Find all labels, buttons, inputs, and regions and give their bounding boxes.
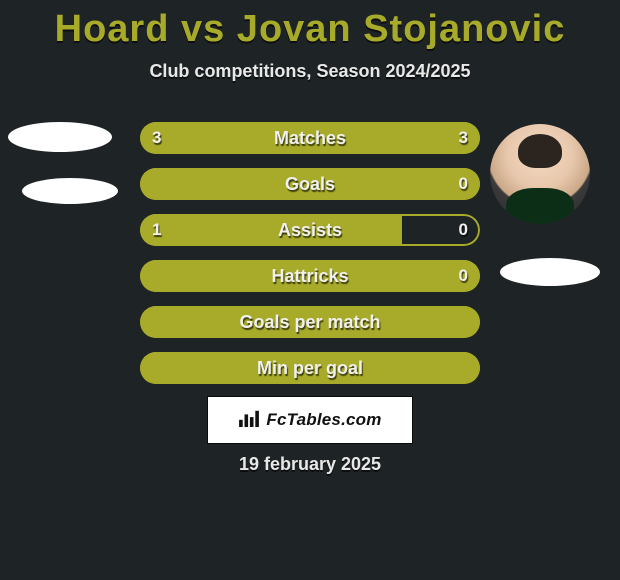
stat-value-right: 0 — [459, 214, 468, 246]
stat-bar-left — [140, 214, 402, 246]
right-player-avatar — [490, 124, 590, 224]
left-player-placeholder-1 — [8, 122, 112, 152]
stat-row: Assists10 — [140, 214, 480, 246]
stat-bar-left — [140, 306, 480, 338]
left-player-placeholder-2 — [22, 178, 118, 204]
stat-row: Matches33 — [140, 122, 480, 154]
stat-bar-left — [140, 260, 480, 292]
snapshot-date: 19 february 2025 — [0, 454, 620, 475]
page-subtitle: Club competitions, Season 2024/2025 — [0, 61, 620, 82]
stat-bar-left — [140, 352, 480, 384]
stat-row: Goals0 — [140, 168, 480, 200]
stat-bar-right — [310, 122, 480, 154]
stat-row: Goals per match — [140, 306, 480, 338]
chart-bars-icon — [238, 409, 260, 432]
stat-bar-left — [140, 168, 480, 200]
right-player-placeholder — [500, 258, 600, 286]
stat-bar-left — [140, 122, 310, 154]
stat-row: Min per goal — [140, 352, 480, 384]
comparison-chart: Matches33 Goals0 Assists10 Hattricks0 Goals … — [140, 122, 480, 398]
page-title: Hoard vs Jovan Stojanovic — [0, 0, 620, 51]
source-badge: FcTables.com — [207, 396, 413, 444]
source-badge-text: FcTables.com — [266, 410, 381, 430]
stat-row: Hattricks0 — [140, 260, 480, 292]
